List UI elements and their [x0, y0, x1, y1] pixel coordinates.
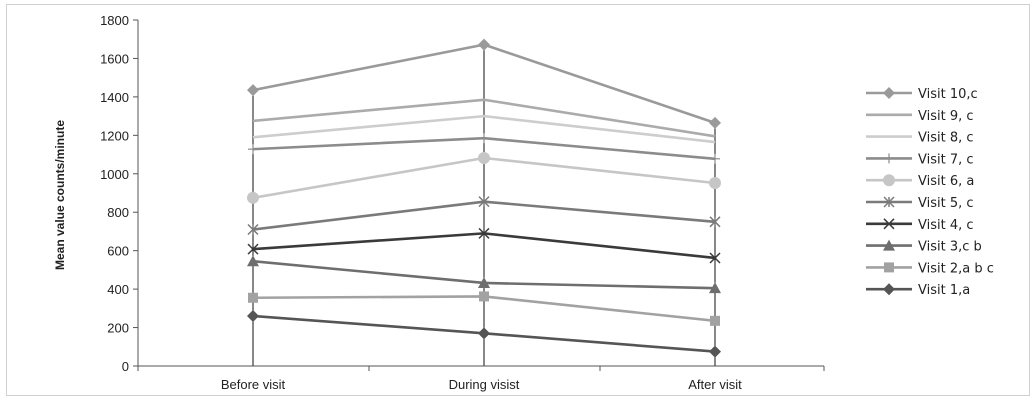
- legend-label: Visit 3,c b: [918, 240, 982, 255]
- data-point: [478, 227, 490, 239]
- legend-swatch-marker: [883, 218, 895, 230]
- legend-label: Visit 8, c: [918, 131, 974, 146]
- data-point: [478, 38, 490, 51]
- series-markers: [247, 38, 721, 358]
- legend-label: Visit 1,a: [918, 283, 970, 298]
- y-tick-label: 400: [107, 282, 129, 297]
- y-tick-label: 1600: [100, 51, 129, 66]
- legend-label: Visit 6, a: [918, 174, 974, 189]
- data-point: [247, 191, 259, 204]
- legend-label: Visit 5, c: [918, 196, 974, 211]
- legend-swatch-marker: [883, 174, 895, 187]
- data-point: [479, 133, 489, 144]
- y-tick-label: 1200: [100, 128, 129, 143]
- y-tick-label: 800: [107, 205, 129, 220]
- legend-swatch-marker: [883, 239, 895, 251]
- data-point: [709, 216, 721, 228]
- data-point: [247, 255, 259, 267]
- legend: Visit 10,c Visit 9, c Visit 8, c Visit 7, c…: [866, 87, 994, 298]
- legend-swatch-marker: [884, 262, 894, 273]
- data-point: [478, 152, 490, 165]
- y-axis-label: Mean value counts/minute: [53, 120, 67, 270]
- x-tick-label: During visist: [449, 377, 520, 392]
- legend-label: Visit 9, c: [918, 109, 974, 124]
- data-point: [710, 315, 720, 326]
- legend-label: Visit 2,a b c: [918, 261, 994, 276]
- legend-label: Visit 10,c: [918, 87, 978, 102]
- data-point: [709, 116, 721, 129]
- data-point: [710, 153, 720, 164]
- data-point: [479, 291, 489, 302]
- data-point: [709, 252, 721, 264]
- y-tick-label: 1400: [100, 90, 129, 105]
- x-tick-label: After visit: [688, 377, 742, 392]
- y-tick-label: 0: [122, 359, 129, 374]
- legend-label: Visit 4, c: [918, 218, 974, 233]
- data-point: [247, 243, 259, 255]
- y-tick-label: 1000: [100, 167, 129, 182]
- data-point: [709, 282, 721, 294]
- legend-swatch-marker: [883, 87, 895, 99]
- legend-swatch-marker: [883, 283, 895, 296]
- legend-label: Visit 7, c: [918, 152, 974, 167]
- series-line: [252, 114, 716, 144]
- data-point: [248, 144, 258, 155]
- y-tick-label: 200: [107, 321, 129, 336]
- data-point: [709, 177, 721, 190]
- series-line: [252, 98, 716, 138]
- data-point: [478, 196, 490, 208]
- legend-swatch-marker: [883, 196, 895, 208]
- data-point: [247, 310, 259, 323]
- x-tick-label: Before visit: [221, 377, 286, 392]
- data-point: [247, 223, 259, 236]
- y-tick-label: 1800: [100, 13, 129, 28]
- y-tick-label: 600: [107, 244, 129, 259]
- legend-swatch-marker: [884, 153, 894, 164]
- data-point: [248, 292, 258, 303]
- data-point: [478, 276, 490, 288]
- data-point: [709, 345, 721, 358]
- axes: 0 200 400 600 800 1000 1200 1400 1600 1800 Before …: [100, 13, 825, 392]
- chart-frame: [6, 4, 1030, 396]
- data-point: [478, 327, 490, 340]
- data-point: [247, 84, 259, 97]
